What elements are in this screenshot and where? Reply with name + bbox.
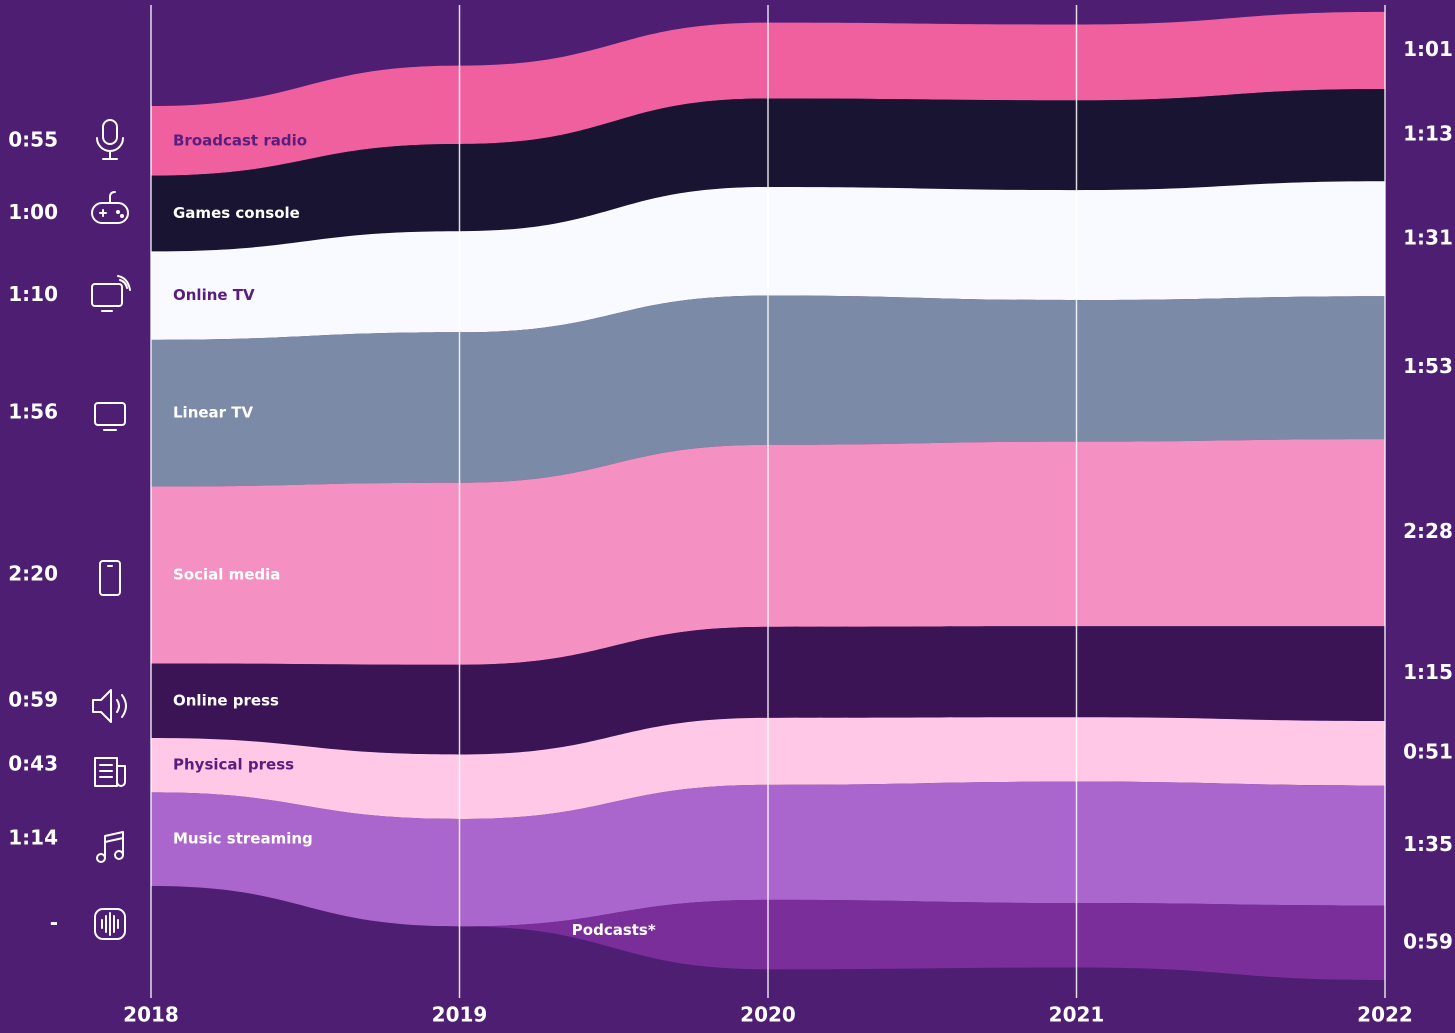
labels: Broadcast radio 0:55 1:01 Games console 1:00… bbox=[8, 37, 1453, 953]
icon-phone bbox=[99, 560, 121, 596]
icon-tv bbox=[94, 402, 126, 431]
icons bbox=[91, 119, 131, 940]
series-label: Online TV bbox=[173, 286, 255, 304]
series-label: Social media bbox=[173, 566, 280, 584]
series-label: Games console bbox=[173, 204, 300, 222]
value-label: 1:35 bbox=[1403, 832, 1453, 856]
value-label: 0:59 bbox=[8, 687, 58, 711]
value-label: - bbox=[50, 911, 58, 935]
x-tick-label: 2022 bbox=[1357, 1003, 1413, 1027]
value-label: 2:20 bbox=[8, 562, 58, 586]
grid: 2018 2019 2020 2021 2022 bbox=[123, 5, 1413, 1027]
value-label: 0:51 bbox=[1403, 740, 1453, 764]
value-label: 0:55 bbox=[8, 127, 58, 151]
x-tick-label: 2021 bbox=[1049, 1003, 1105, 1027]
icon-online-tv bbox=[91, 275, 131, 312]
icon-newspaper bbox=[94, 757, 126, 787]
icon-speaker bbox=[92, 689, 127, 723]
value-label: 1:15 bbox=[1403, 660, 1453, 684]
series-label: Broadcast radio bbox=[173, 131, 307, 149]
value-label: 1:13 bbox=[1403, 122, 1453, 146]
icon-microphone bbox=[96, 119, 124, 160]
value-label: 1:00 bbox=[8, 200, 58, 224]
area bbox=[459, 899, 1385, 981]
series-label: Podcasts* bbox=[572, 921, 656, 939]
value-label: 0:43 bbox=[8, 752, 58, 776]
icon-podcast bbox=[94, 908, 126, 940]
value-label: 1:01 bbox=[1403, 37, 1453, 61]
x-tick-label: 2019 bbox=[432, 1003, 488, 1027]
x-tick-label: 2018 bbox=[123, 1003, 179, 1027]
series-label: Music streaming bbox=[173, 830, 313, 848]
x-tick-label: 2020 bbox=[740, 1003, 796, 1027]
series-label: Online press bbox=[173, 691, 279, 709]
icon-gamepad bbox=[91, 191, 129, 224]
series-label: Linear TV bbox=[173, 404, 254, 422]
value-label: 2:28 bbox=[1403, 519, 1453, 543]
icon-music bbox=[96, 831, 124, 863]
value-label: 1:31 bbox=[1403, 225, 1453, 249]
value-label: 1:53 bbox=[1403, 354, 1453, 378]
series-label: Physical press bbox=[173, 756, 294, 774]
value-label: 1:56 bbox=[8, 400, 58, 424]
value-label: 1:14 bbox=[8, 826, 58, 850]
value-label: 0:59 bbox=[1403, 929, 1453, 953]
value-label: 1:10 bbox=[8, 282, 58, 306]
